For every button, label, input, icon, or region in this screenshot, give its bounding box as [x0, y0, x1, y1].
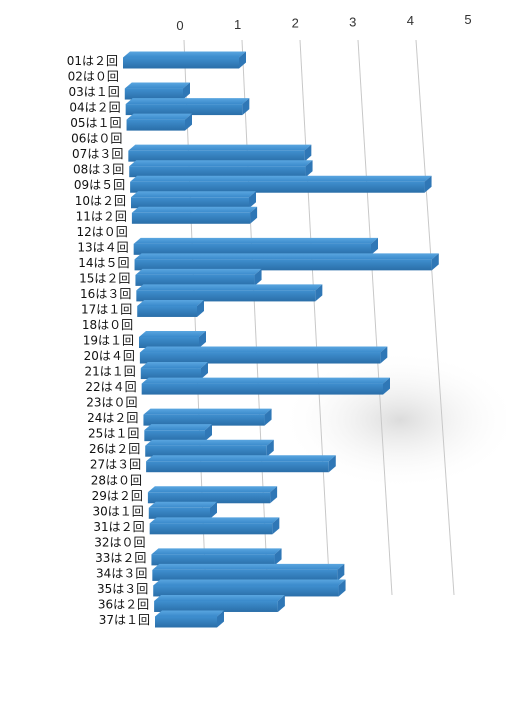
bars	[123, 51, 439, 628]
category-label: 04は２回	[69, 101, 120, 115]
gridline	[299, 39, 331, 596]
bar	[129, 160, 313, 178]
gridline	[415, 39, 455, 596]
category-label: 26は２回	[89, 442, 140, 456]
x-tick-label: 0	[176, 18, 183, 33]
bar	[125, 98, 250, 116]
category-label: 27は３回	[90, 458, 141, 472]
bar	[133, 237, 378, 255]
bar	[145, 439, 274, 457]
gridline	[357, 39, 393, 596]
bar	[136, 284, 323, 302]
bar	[130, 175, 432, 193]
bar	[146, 455, 336, 473]
bar	[155, 610, 224, 628]
x-tick-label: 2	[292, 16, 299, 31]
bar	[123, 51, 246, 69]
category-label: 22は４回	[85, 380, 136, 394]
category-label: 17は１回	[81, 302, 132, 316]
category-label: 05は１回	[70, 116, 121, 130]
bar	[135, 268, 262, 286]
category-label: 02は０回	[68, 70, 119, 84]
category-label: 37は１回	[99, 613, 150, 627]
category-label: 12は０回	[76, 225, 127, 239]
bar	[153, 579, 346, 597]
category-label: 07は３回	[72, 147, 123, 161]
category-label: 10は２回	[75, 194, 126, 208]
bar	[144, 424, 212, 442]
bar	[141, 377, 390, 395]
category-label: 09は５回	[74, 178, 125, 192]
category-label: 20は４回	[84, 349, 135, 363]
category-label: 16は３回	[80, 287, 131, 301]
category-label: 14は５回	[78, 256, 129, 270]
category-label: 19は１回	[83, 334, 134, 348]
gridline	[241, 39, 269, 596]
category-label: 15は２回	[79, 271, 130, 285]
bar	[134, 253, 439, 271]
category-label: 24は２回	[87, 411, 138, 425]
category-label: 25は１回	[88, 427, 139, 441]
category-label: 23は０回	[86, 396, 137, 410]
category-label: 08は３回	[73, 163, 124, 177]
category-label: 01は２回	[67, 54, 118, 68]
category-label: 34は３回	[96, 566, 147, 580]
category-label: 30は１回	[92, 504, 143, 518]
category-label: 31は２回	[93, 520, 144, 534]
category-label: 03は１回	[68, 85, 119, 99]
category-label: 13は４回	[77, 240, 128, 254]
category-label: 11は２回	[76, 209, 127, 223]
gridlines	[183, 39, 455, 596]
bar	[131, 191, 256, 209]
bar	[152, 563, 345, 581]
bar	[128, 144, 312, 162]
category-label: 06は０回	[71, 132, 122, 146]
bar	[151, 548, 282, 566]
category-label: 33は２回	[95, 551, 146, 565]
bar	[143, 408, 272, 426]
bar	[140, 362, 208, 380]
bar	[124, 82, 190, 100]
bar	[126, 113, 192, 131]
category-label: 36は２回	[98, 597, 149, 611]
category-label: 21は１回	[84, 365, 135, 379]
x-tick-label: 1	[234, 17, 241, 32]
bar	[139, 346, 388, 364]
x-tick-label: 5	[464, 12, 471, 27]
x-tick-label: 3	[349, 14, 356, 29]
bar	[147, 486, 278, 504]
category-label: 32は０回	[94, 535, 145, 549]
category-label: 29は２回	[92, 489, 143, 503]
bar	[131, 206, 258, 224]
category-label: 18は０回	[82, 318, 133, 332]
bar	[149, 517, 280, 535]
bar	[148, 501, 217, 519]
bar	[137, 299, 204, 317]
x-axis-ticks: 0 1 2 3 4 5	[176, 12, 471, 33]
category-label: 35は３回	[97, 582, 148, 596]
category-label: 28は０回	[91, 473, 142, 487]
bar	[154, 594, 285, 612]
x-tick-label: 4	[407, 13, 414, 28]
bar	[139, 331, 206, 348]
